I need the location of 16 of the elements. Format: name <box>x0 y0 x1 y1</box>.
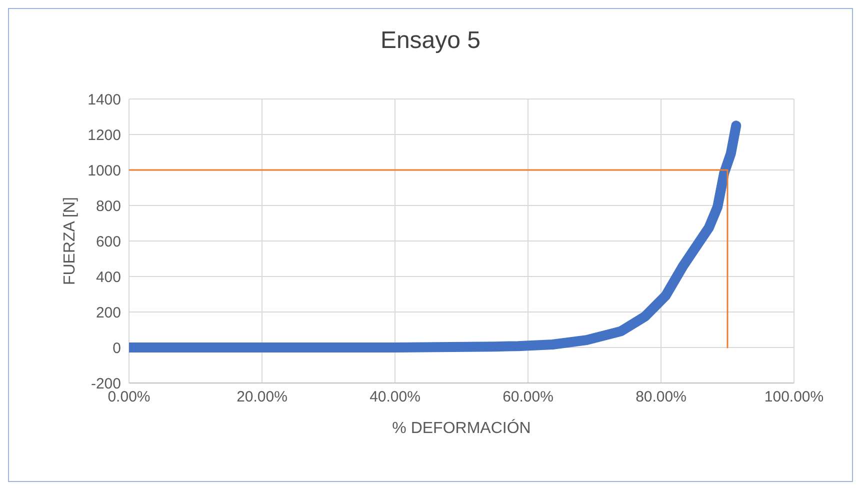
x-axis-title: % DEFORMACIÓN <box>392 419 531 437</box>
x-tick-label: 80.00% <box>636 388 686 406</box>
x-tick-label: 100.00% <box>764 388 824 406</box>
y-tick-label: 0 <box>112 340 121 357</box>
x-tick-label: 60.00% <box>502 388 554 406</box>
y-tick-label: 400 <box>96 268 121 286</box>
y-axis-title: FUERZA [N] <box>62 196 79 286</box>
y-tick-label: 800 <box>96 198 121 215</box>
y-tick-label: 600 <box>96 233 121 250</box>
y-tick-label: 1400 <box>88 91 121 108</box>
y-tick-label: 200 <box>96 304 121 322</box>
chart-title: Ensayo 5 <box>379 27 482 55</box>
x-tick-label: 40.00% <box>370 388 420 406</box>
y-tick-label: 1200 <box>88 126 121 144</box>
x-tick-label: 20.00% <box>236 388 288 406</box>
y-tick-label: 1000 <box>88 162 121 180</box>
